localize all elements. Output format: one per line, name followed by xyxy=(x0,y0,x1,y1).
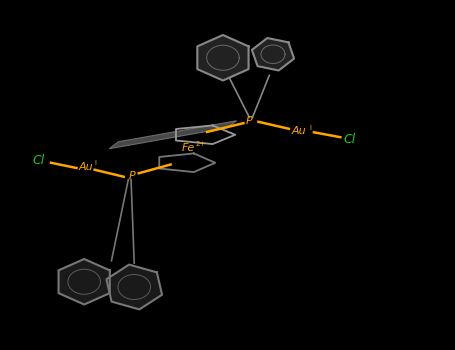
Text: P: P xyxy=(129,171,135,181)
Text: Au: Au xyxy=(292,126,307,136)
Text: P: P xyxy=(246,116,253,126)
Polygon shape xyxy=(252,38,294,70)
Polygon shape xyxy=(59,259,110,304)
Text: I: I xyxy=(309,125,311,131)
Polygon shape xyxy=(197,35,248,80)
Polygon shape xyxy=(106,265,162,309)
Text: I: I xyxy=(95,160,96,167)
Text: Cl: Cl xyxy=(344,133,355,146)
Text: Au: Au xyxy=(78,162,93,172)
Text: Fe: Fe xyxy=(182,143,196,153)
Text: Cl: Cl xyxy=(33,154,45,167)
Polygon shape xyxy=(109,121,237,149)
Text: 2+: 2+ xyxy=(195,140,205,147)
